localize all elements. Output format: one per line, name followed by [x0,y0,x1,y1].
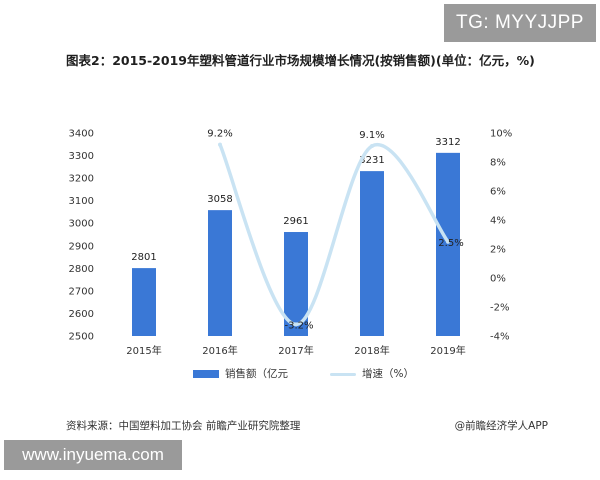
bar [436,152,460,336]
growth-value-label: -3.2% [284,320,313,331]
bar-value-label: 3231 [359,155,384,166]
bar [208,210,232,336]
y-left-tick-label: 3200 [69,174,94,185]
y-right-tick-label: 10% [490,129,512,140]
chart-legend: 销售额（亿元 增速（%） [0,366,600,382]
growth-point [446,239,450,244]
y-right-tick-label: 2% [490,245,506,256]
y-left-tick-label: 2700 [69,286,94,297]
growth-point [294,322,298,327]
y-axis-left: 2500 2600 2700 2800 2900 3000 3100 3200 3300 3400 [69,129,94,343]
brand-credit: @前瞻经济学人APP [454,420,548,432]
growth-point [370,144,374,149]
bar [132,268,156,336]
bar-value-label: 3312 [435,137,460,148]
legend-label-sales: 销售额（亿元 [225,368,288,380]
bar-value-label: 2801 [131,252,156,263]
y-right-tick-label: -4% [490,332,509,343]
y-left-tick-label: 3100 [69,196,94,207]
bar-value-label: 3058 [207,194,232,205]
y-left-tick-label: 3400 [69,129,94,140]
growth-point [218,142,222,147]
bar-value-label: 2961 [283,216,308,227]
watermark-banner-bottom-left: www.inyuema.com [4,440,182,470]
y-right-tick-label: -2% [490,303,509,314]
bar-series: 2801 3058 2961 3231 3312 [131,137,461,336]
x-tick-label: 2018年 [354,344,389,357]
y-left-tick-label: 2600 [69,309,94,320]
watermark-banner-top-right: TG: MYYJJPP [444,4,596,42]
y-left-tick-label: 2500 [69,332,94,343]
source-note: 资料来源：中国塑料加工协会 前瞻产业研究院整理 [66,420,301,432]
x-tick-label: 2019年 [430,344,465,357]
line-series: 9.2% -3.2% 9.1% 2.5% [207,129,463,332]
x-tick-label: 2017年 [278,344,313,357]
growth-value-label: 9.1% [359,130,384,141]
x-axis: 2015年 2016年 2017年 2018年 2019年 [126,344,465,357]
y-right-tick-label: 6% [490,187,506,198]
y-left-tick-label: 2800 [69,264,94,275]
growth-value-label: 9.2% [207,129,232,140]
x-tick-label: 2015年 [126,344,161,357]
y-left-tick-label: 2900 [69,241,94,252]
legend-swatch-line [330,373,356,376]
legend-label-growth: 增速（%） [362,368,414,380]
legend-swatch-bar [193,370,219,378]
growth-value-label: 2.5% [438,238,463,249]
chart-title: 图表2：2015-2019年塑料管道行业市场规模增长情况(按销售额)(单位：亿元… [66,53,535,68]
x-tick-label: 2016年 [202,344,237,357]
y-left-tick-label: 3300 [69,151,94,162]
y-axis-right: -4% -2% 0% 2% 4% 6% 8% 10% [490,129,512,343]
y-right-tick-label: 8% [490,158,506,169]
y-right-tick-label: 4% [490,216,506,227]
y-right-tick-label: 0% [490,274,506,285]
growth-line [218,142,450,327]
y-left-tick-label: 3000 [69,219,94,230]
bar [360,171,384,336]
